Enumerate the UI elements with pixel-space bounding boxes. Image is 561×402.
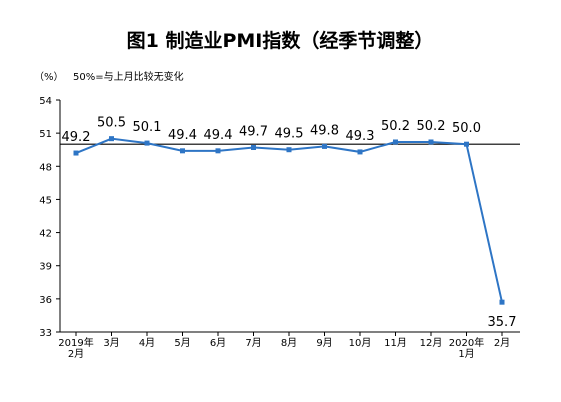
x-tick-label: 6月 [210,337,226,349]
reference-note: 50%=与上月比较无变化 [73,70,184,83]
y-tick-label: 48 [39,162,52,173]
data-point [286,147,292,153]
chart-title: 图1 制造业PMI指数（经季节调整） [127,29,434,52]
y-tick-label: 39 [39,262,52,273]
data-point [428,139,434,145]
pmi-series-line [75,137,503,303]
data-point [464,141,469,147]
data-point [322,143,327,149]
data-label: 49.3 [346,129,375,144]
x-tick-label: 8月 [281,337,297,349]
data-point [393,139,398,145]
data-label: 50.2 [381,119,410,134]
data-label: 49.7 [239,125,268,140]
x-tick-label: 3月 [103,337,119,349]
x-tick-label: 2月 [68,348,84,360]
x-tick-label: 1月 [458,348,474,360]
x-tick-label: 2020年 [449,336,484,349]
data-point [144,140,150,146]
x-tick-label: 2019年 [58,336,93,349]
y-tick-label: 33 [39,328,52,339]
x-tick-label: 4月 [139,337,155,349]
data-point [215,148,221,154]
y-tick-label: 42 [39,229,52,240]
data-label: 49.5 [275,127,304,142]
data-label: 50.0 [452,121,481,136]
data-label: 49.4 [168,128,197,143]
data-point [499,299,505,305]
x-tick-label: 11月 [384,337,407,349]
x-tick-label: 2月 [494,337,510,349]
data-point [357,149,363,155]
y-tick-label: 36 [39,295,52,306]
x-tick-label: 7月 [245,337,261,349]
data-label: 50.5 [97,116,126,131]
data-point [251,145,256,151]
unit-label: （%） [34,71,64,83]
x-tick-label: 10月 [349,337,372,349]
x-tick-label: 12月 [420,337,443,349]
y-tick-label: 54 [39,96,52,107]
x-tick-label: 5月 [174,337,190,349]
data-label: 49.2 [62,130,91,145]
y-tick-label: 45 [39,195,52,206]
data-label: 50.2 [417,119,446,134]
data-label: 49.4 [204,128,233,143]
data-label: 50.1 [133,120,162,135]
data-label: 49.8 [310,123,339,138]
data-label: 35.7 [488,315,517,330]
x-tick-label: 9月 [316,337,332,349]
data-point [180,148,185,154]
data-point [109,136,114,142]
y-tick-label: 51 [39,129,52,140]
data-point [73,150,79,156]
